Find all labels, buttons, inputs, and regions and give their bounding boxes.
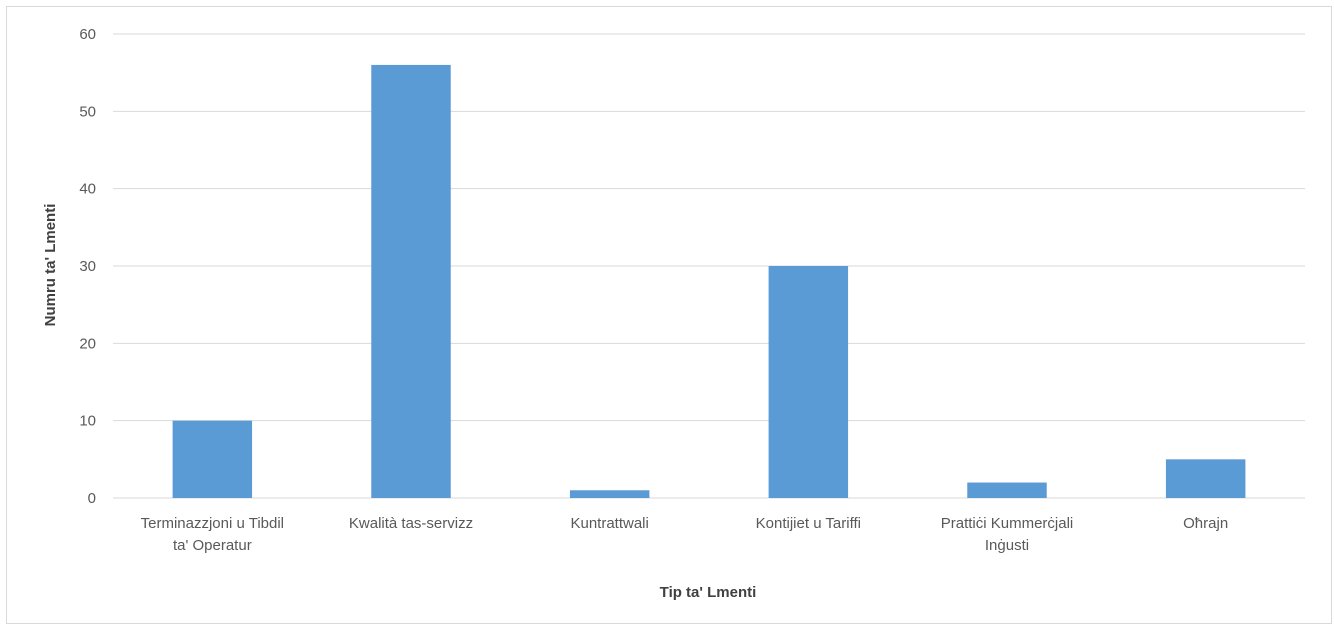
x-tick-label: Oħrajn (1183, 515, 1228, 532)
y-tick-label: 20 (79, 335, 96, 352)
x-tick-label-line: Kuntrattwali (570, 515, 648, 532)
x-tick-label: Kuntrattwali (570, 515, 648, 532)
x-tick-label-line: Prattiċi Kummerċjali (941, 515, 1074, 532)
chart-frame (6, 6, 1332, 624)
bar (768, 266, 849, 498)
bar (967, 482, 1047, 498)
x-tick-label: Kontijiet u Tariffi (756, 515, 861, 532)
y-tick-label: 50 (79, 103, 96, 120)
bar (569, 490, 650, 498)
x-tick-label: Prattiċi Kummerċjali Inġusti (941, 515, 1074, 554)
bars (172, 64, 1246, 498)
y-axis-title: Numru ta' Lmenti (42, 204, 59, 327)
x-tick-label-line: Inġusti (985, 537, 1029, 554)
x-axis-ticks: Terminazzjoni u Tibdil ta' Operatur Kwalit… (141, 515, 1229, 554)
y-tick-label: 30 (79, 258, 96, 275)
bar (172, 420, 253, 498)
x-tick-label-line: Kontijiet u Tariffi (756, 515, 861, 532)
x-tick-label-line: Kwalità tas-servizz (349, 515, 473, 532)
x-tick-label-line: ta' Operatur (173, 537, 252, 554)
x-tick-label: Kwalità tas-servizz (349, 515, 473, 532)
y-tick-label: 0 (88, 490, 96, 507)
gridlines (113, 33, 1305, 499)
bar (1165, 459, 1246, 498)
bar (371, 64, 451, 498)
y-tick-label: 10 (79, 413, 96, 430)
y-tick-label: 60 (79, 26, 96, 43)
x-tick-label-line: Oħrajn (1183, 515, 1228, 532)
y-axis-ticks: 0 10 20 30 40 50 60 (79, 26, 96, 507)
y-tick-label: 40 (79, 181, 96, 198)
x-axis-title: Tip ta' Lmenti (660, 584, 757, 601)
x-tick-label: Terminazzjoni u Tibdil ta' Operatur (141, 515, 284, 554)
x-tick-label-line: Terminazzjoni u Tibdil (141, 515, 284, 532)
